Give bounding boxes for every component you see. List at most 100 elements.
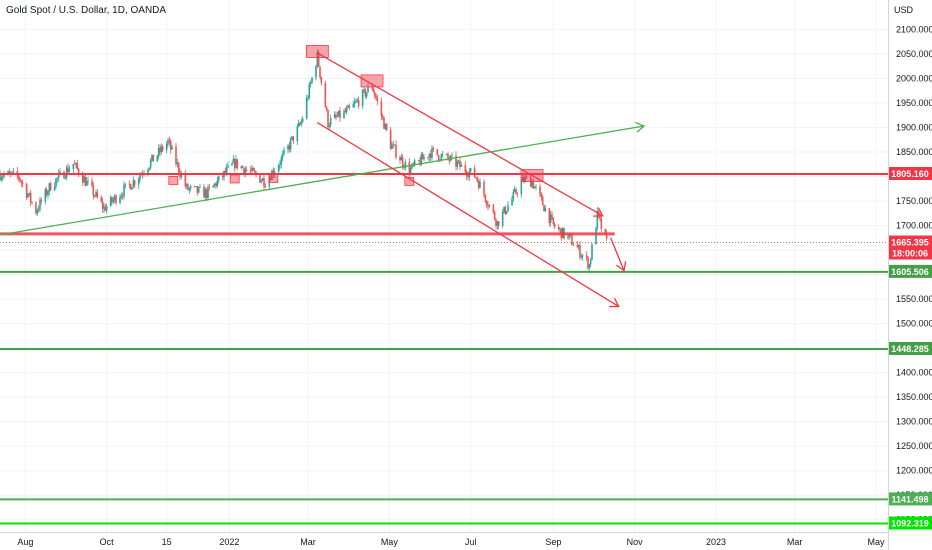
candle-body bbox=[65, 167, 68, 178]
candle-body bbox=[64, 177, 67, 179]
price-badge bbox=[889, 264, 932, 278]
candle-body bbox=[277, 165, 280, 172]
price-badge bbox=[889, 516, 932, 530]
candle-body bbox=[343, 110, 345, 118]
candle-body bbox=[111, 197, 113, 202]
candle-body bbox=[503, 206, 505, 213]
candle-body bbox=[576, 245, 579, 248]
candle-body bbox=[412, 163, 415, 165]
candle-body bbox=[68, 169, 71, 172]
candle-body bbox=[512, 191, 515, 199]
candle-body bbox=[216, 180, 219, 187]
candle-body bbox=[83, 176, 85, 183]
candle-body bbox=[149, 160, 152, 168]
price-badge-label: 1092.319 bbox=[891, 519, 929, 529]
candle-body bbox=[56, 177, 59, 179]
candle-body bbox=[269, 177, 272, 180]
candle-body bbox=[37, 209, 40, 211]
candle-body bbox=[589, 259, 592, 265]
candle-body bbox=[12, 170, 15, 173]
price-tick-label: 1850.000 bbox=[896, 147, 932, 157]
candle-body bbox=[0, 177, 3, 180]
candle-body bbox=[160, 146, 163, 153]
candle-body bbox=[67, 167, 69, 172]
candle-body bbox=[196, 186, 199, 193]
candle-body bbox=[568, 235, 571, 237]
candle-body bbox=[19, 178, 21, 182]
trendline bbox=[317, 52, 604, 217]
candle-body bbox=[207, 186, 209, 199]
candle-body bbox=[451, 155, 453, 157]
candle-body bbox=[243, 167, 245, 174]
candle-body bbox=[401, 157, 404, 166]
price-tick-label: 1300.000 bbox=[896, 417, 932, 427]
candle-body bbox=[271, 170, 273, 180]
candle-body bbox=[133, 180, 136, 185]
candle-body bbox=[264, 186, 267, 188]
candle-body bbox=[193, 185, 196, 187]
candle-body bbox=[591, 244, 593, 260]
candle-body bbox=[212, 185, 215, 188]
candle-body bbox=[551, 214, 553, 218]
candle-body bbox=[484, 194, 487, 202]
candle-body bbox=[253, 170, 256, 173]
candle-body bbox=[296, 126, 299, 142]
time-tick-label: Nov bbox=[627, 537, 644, 547]
candle-body bbox=[344, 110, 347, 113]
candle-body bbox=[75, 162, 77, 165]
candle-body bbox=[119, 197, 121, 204]
candle-body bbox=[129, 184, 132, 190]
candle-body bbox=[317, 51, 320, 67]
candle-body bbox=[301, 118, 304, 123]
candle-body bbox=[488, 204, 491, 207]
time-tick-label: 2023 bbox=[706, 537, 726, 547]
time-tick-label: May bbox=[867, 537, 885, 547]
candle-body bbox=[7, 171, 9, 175]
candle-body bbox=[367, 86, 369, 93]
candle-body bbox=[336, 116, 339, 118]
candle-body bbox=[175, 146, 177, 165]
candle-body bbox=[93, 195, 96, 197]
candle-body bbox=[585, 255, 588, 258]
candle-body bbox=[268, 177, 271, 187]
candle-body bbox=[392, 144, 395, 146]
candle-body bbox=[291, 136, 293, 140]
candle-body bbox=[365, 92, 368, 97]
candle-body bbox=[176, 162, 179, 165]
candle-body bbox=[399, 157, 401, 161]
candle-body bbox=[57, 173, 60, 178]
candle-body bbox=[373, 92, 376, 96]
candle-body bbox=[539, 186, 541, 194]
candle-body bbox=[535, 186, 537, 188]
candle-body bbox=[280, 157, 283, 165]
candle-body bbox=[20, 181, 23, 183]
candle-body bbox=[231, 163, 233, 166]
candle-body bbox=[485, 201, 488, 206]
candle-body bbox=[28, 192, 31, 195]
candle-body bbox=[152, 154, 155, 162]
candle-body bbox=[147, 169, 149, 174]
time-tick-label: Sep bbox=[545, 537, 561, 547]
highlight-marker bbox=[229, 174, 240, 184]
candle-body bbox=[456, 161, 459, 167]
candle-body bbox=[475, 177, 477, 179]
trendline bbox=[610, 237, 627, 272]
candle-body bbox=[249, 169, 252, 172]
candle-body bbox=[151, 154, 153, 161]
candle-body bbox=[525, 176, 528, 178]
candle-body bbox=[337, 110, 340, 117]
candle-body bbox=[103, 206, 105, 209]
candle-body bbox=[524, 176, 527, 181]
candle-body bbox=[84, 176, 87, 186]
candle-body bbox=[0, 174, 1, 180]
candle-body bbox=[549, 214, 552, 224]
candle-body bbox=[372, 88, 375, 93]
candle-body bbox=[479, 181, 481, 189]
candle-body bbox=[441, 154, 444, 155]
candle-body bbox=[483, 181, 485, 195]
candle-body bbox=[476, 177, 479, 181]
candle-body bbox=[3, 174, 5, 177]
candle-body bbox=[541, 196, 544, 205]
candle-body bbox=[423, 157, 425, 160]
